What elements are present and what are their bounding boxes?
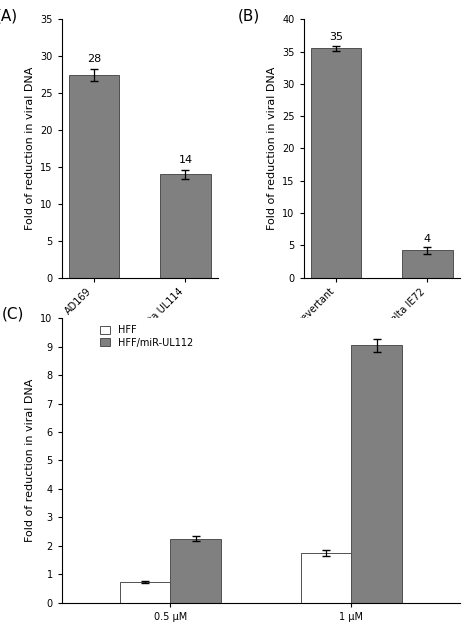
Bar xyxy=(69,74,119,278)
Text: (B): (B) xyxy=(238,9,260,24)
Y-axis label: Fold of reduction in viral DNA: Fold of reduction in viral DNA xyxy=(25,379,35,542)
Y-axis label: Fold of reduction in viral DNA: Fold of reduction in viral DNA xyxy=(266,67,276,230)
Text: 4: 4 xyxy=(424,234,431,244)
Bar xyxy=(351,345,402,603)
Bar xyxy=(311,48,361,278)
Text: 14: 14 xyxy=(178,155,192,165)
Text: 35: 35 xyxy=(329,33,343,42)
Y-axis label: Fold of reduction in viral DNA: Fold of reduction in viral DNA xyxy=(25,67,35,230)
Text: (A): (A) xyxy=(0,9,18,24)
Text: (C): (C) xyxy=(2,307,24,322)
Bar xyxy=(119,582,170,603)
Bar xyxy=(160,174,210,278)
Bar xyxy=(170,538,221,603)
Legend: HFF, HFF/miR-UL112: HFF, HFF/miR-UL112 xyxy=(98,323,195,349)
Bar xyxy=(402,251,453,278)
Text: 28: 28 xyxy=(87,54,101,64)
Bar xyxy=(301,553,351,603)
